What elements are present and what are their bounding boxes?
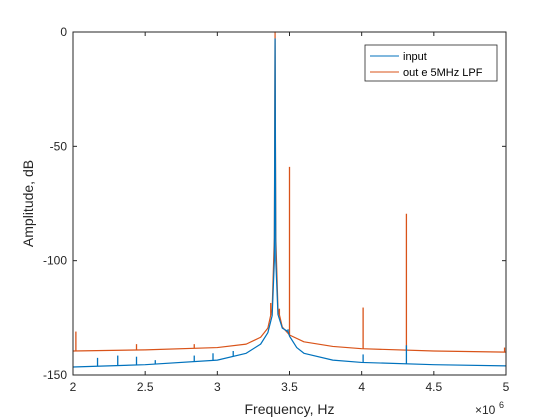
x-tick-label: 2.5 bbox=[137, 380, 154, 394]
x-tick-label: 5 bbox=[503, 380, 510, 394]
x-tick-label: 2 bbox=[70, 380, 77, 394]
y-tick-label: -100 bbox=[43, 254, 67, 268]
legend-label-output: out e 5MHz LPF bbox=[403, 67, 483, 79]
series-line bbox=[72, 38, 507, 368]
legend-label-input: input bbox=[403, 51, 427, 63]
x-tick-label: 3.5 bbox=[281, 380, 298, 394]
series-input bbox=[72, 38, 507, 368]
series-layer bbox=[72, 31, 507, 368]
x-exponent-power: 6 bbox=[499, 400, 504, 410]
x-tick-label: 4.5 bbox=[425, 380, 442, 394]
y-tick-label: 0 bbox=[60, 25, 67, 39]
x-exponent-label: ×10 6 bbox=[475, 400, 504, 417]
x-tick-label: 4 bbox=[358, 380, 365, 394]
y-tick-label: -150 bbox=[43, 368, 67, 382]
x-tick-label: 3 bbox=[214, 380, 221, 394]
y-tick-label: -50 bbox=[50, 139, 68, 153]
tick-layer: 2 2.5 3 3.5 4 4.5 5 0 -50 -100 -150 bbox=[43, 25, 510, 394]
legend: input out e 5MHz LPF bbox=[364, 44, 498, 82]
x-axis-label: Frequency, Hz bbox=[245, 401, 335, 417]
y-axis-label: Amplitude, dB bbox=[20, 160, 36, 247]
legend-box bbox=[364, 44, 498, 82]
x-exponent-base: ×10 bbox=[475, 403, 496, 417]
